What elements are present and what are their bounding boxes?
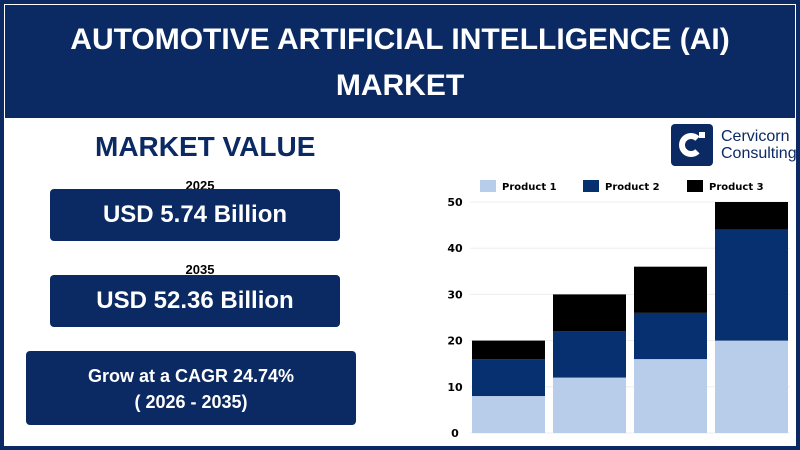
- market-value-heading: MARKET VALUE: [95, 131, 316, 162]
- bar-product-3: [472, 340, 545, 360]
- y-tick-label: 0: [451, 427, 459, 440]
- year-2035: 2035: [185, 262, 215, 277]
- bar-product-2: [553, 331, 626, 378]
- bar-product-3: [634, 266, 707, 313]
- y-tick-label: 10: [447, 381, 463, 394]
- value-2035: USD 52.36 Billion: [50, 275, 340, 327]
- header: AUTOMOTIVE ARTIFICIAL INTELLIGENCE (AI) …: [5, 5, 795, 148]
- bar-product-1: [715, 340, 788, 433]
- legend-label: Product 3: [709, 182, 764, 193]
- bar-product-1: [553, 377, 626, 433]
- y-tick-label: 50: [447, 196, 463, 209]
- cagr-text: Grow at a CAGR 24.74%: [87, 366, 295, 386]
- bar-product-2: [715, 229, 788, 341]
- title-line-1: AUTOMOTIVE ARTIFICIAL INTELLIGENCE (AI) …: [70, 23, 730, 102]
- bar-product-2: [634, 312, 707, 360]
- logo-line-1: Cervicorn: [721, 128, 790, 145]
- cagr-period: ( 2026 - 2035): [134, 392, 248, 412]
- legend-swatch: [480, 180, 496, 192]
- bar-product-2: [472, 359, 545, 397]
- logo-line-2: Consulting: [721, 145, 797, 162]
- bar-product-1: [472, 396, 545, 433]
- y-tick-label: 40: [447, 242, 463, 255]
- bar-product-3: [553, 294, 626, 332]
- value-2025: USD 5.74 Billion: [50, 189, 340, 241]
- y-tick-label: 20: [447, 335, 463, 348]
- title-line-2: SIZE 2026 to 2035: [273, 115, 527, 148]
- y-tick-label: 30: [447, 288, 463, 301]
- logo-icon: [671, 124, 713, 166]
- infographic: AUTOMOTIVE ARTIFICIAL INTELLIGENCE (AI) …: [4, 4, 797, 446]
- cagr-box: Grow at a CAGR 24.74% ( 2026 - 2035): [26, 351, 356, 425]
- legend-label: Product 1: [502, 182, 557, 193]
- bar-product-1: [634, 359, 707, 433]
- legend-swatch: [687, 180, 703, 192]
- bar-product-3: [715, 202, 788, 230]
- logo: Cervicorn Consulting: [671, 124, 797, 166]
- legend-swatch: [583, 180, 599, 192]
- legend-label: Product 2: [605, 182, 660, 193]
